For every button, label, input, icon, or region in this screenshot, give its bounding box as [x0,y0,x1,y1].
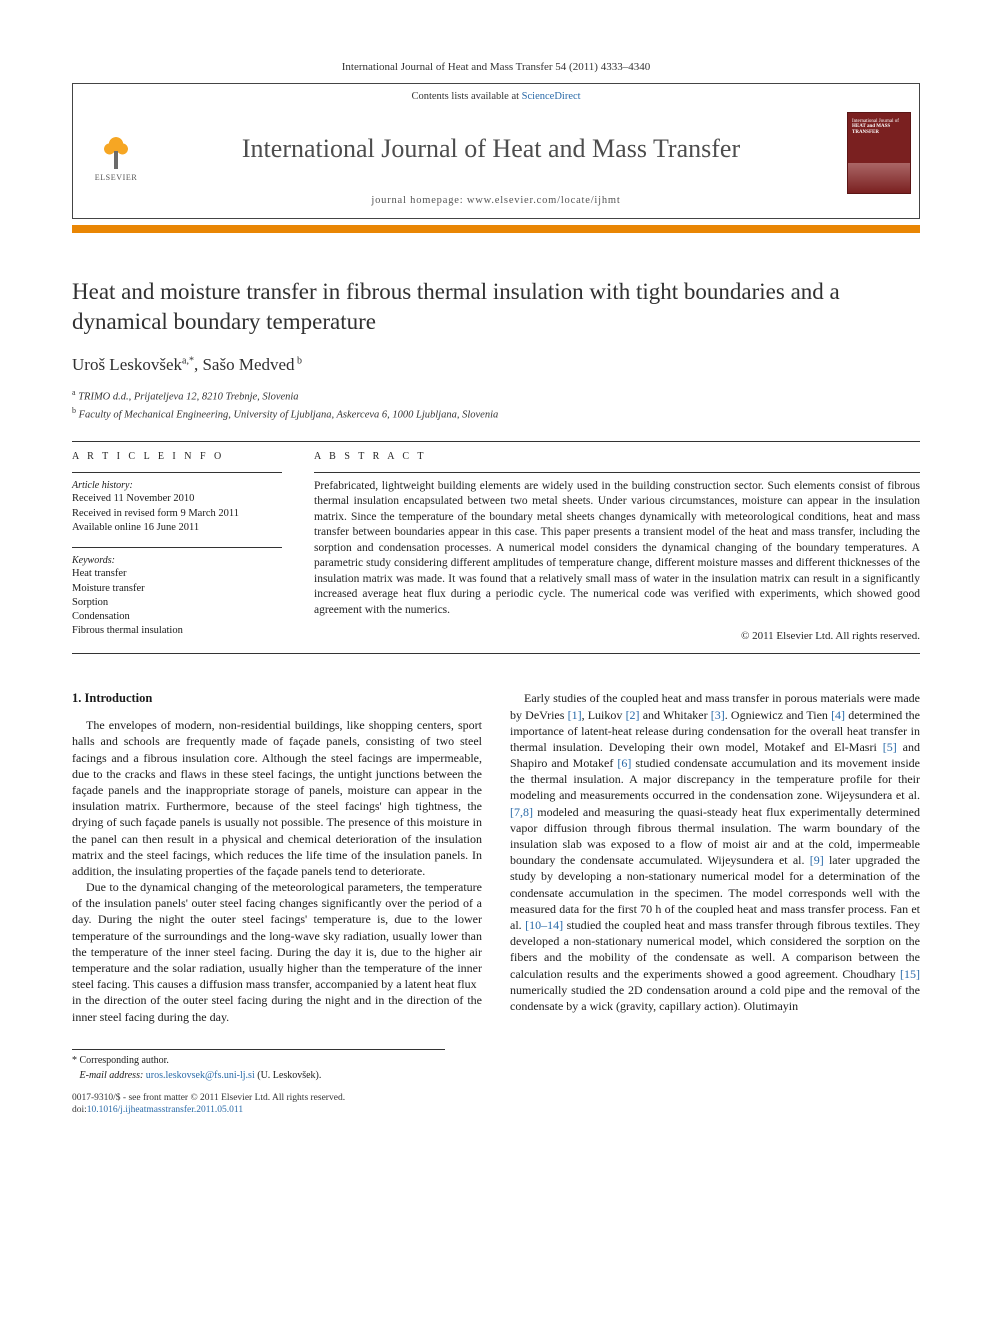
cover-caption-top: International Journal of [852,119,899,124]
journal-homepage-line: journal homepage: www.elsevier.com/locat… [73,190,919,218]
ref-link-6[interactable]: [6] [617,756,631,770]
doi-link[interactable]: 10.1016/j.ijheatmasstransfer.2011.05.011 [87,1105,243,1115]
history-revised: Received in revised form 9 March 2011 [72,507,282,521]
contents-list-line: Contents lists available at ScienceDirec… [73,84,919,108]
article-info-right: A B S T R A C T Prefabricated, lightweig… [314,450,920,643]
affiliation-b: b Faculty of Mechanical Engineering, Uni… [72,405,920,423]
author-2-sup-text: b [297,355,302,366]
corr-symbol: * [72,1055,77,1066]
section-1-heading: 1. Introduction [72,690,482,707]
journal-header: Contents lists available at ScienceDirec… [72,83,920,219]
journal-title: International Journal of Heat and Mass T… [147,131,835,166]
p4d: . Ogniewicz and Tien [725,708,831,722]
email-note: E-mail address: uros.leskovsek@fs.uni-lj… [72,1069,445,1082]
article-info-block: A R T I C L E I N F O Article history: R… [72,450,920,643]
corr-label: Corresponding author. [80,1055,169,1066]
author-2[interactable]: Sašo Medved [202,355,294,374]
article-body: 1. Introduction The envelopes of modern,… [72,690,920,1024]
elsevier-brand-text: ELSEVIER [95,173,138,184]
author-list: Uroš Leskovšeka,*, Sašo Medved b [72,354,920,377]
elsevier-logo: ELSEVIER [85,114,147,184]
article-info-left: A R T I C L E I N F O Article history: R… [72,450,282,643]
keyword-5: Fibrous thermal insulation [72,624,282,638]
cover-caption-main: HEAT and MASS TRANSFER [852,124,890,135]
affiliations: a TRIMO d.d., Prijateljeva 12, 8210 Treb… [72,387,920,423]
affil-b-text: Faculty of Mechanical Engineering, Unive… [79,410,499,421]
legal-footer: 0017-9310/$ - see front matter © 2011 El… [72,1092,920,1117]
keyword-4: Condensation [72,610,282,624]
homepage-label: journal homepage: [371,195,466,206]
p4c: and Whitaker [640,708,711,722]
keyword-1: Heat transfer [72,567,282,581]
ref-link-5[interactable]: [5] [883,740,897,754]
keyword-3: Sorption [72,596,282,610]
history-online: Available online 16 June 2011 [72,521,282,535]
article-title: Heat and moisture transfer in fibrous th… [72,277,920,336]
intro-para-3-lead: in the direction of the outer steel faci… [72,992,482,1024]
affiliation-a: a TRIMO d.d., Prijateljeva 12, 8210 Treb… [72,387,920,405]
ref-link-10-14[interactable]: [10–14] [525,918,563,932]
abstract-heading: A B S T R A C T [314,450,920,464]
front-matter-line: 0017-9310/$ - see front matter © 2011 El… [72,1092,920,1104]
doi-label: doi: [72,1105,87,1115]
history-heading: Article history: [72,479,282,493]
homepage-url[interactable]: www.elsevier.com/locate/ijhmt [467,195,621,206]
history-received: Received 11 November 2010 [72,492,282,506]
intro-para-4: Early studies of the coupled heat and ma… [510,690,920,1014]
p4b: , Luikov [582,708,626,722]
email-label: E-mail address: [80,1070,144,1081]
running-head: International Journal of Heat and Mass T… [72,60,920,75]
footnotes: * Corresponding author. E-mail address: … [72,1049,445,1082]
ref-link-2[interactable]: [2] [626,708,640,722]
affil-a-text: TRIMO d.d., Prijateljeva 12, 8210 Trebnj… [78,392,298,403]
intro-para-2: Due to the dynamical changing of the met… [72,879,482,992]
email-paren: (U. Leskovšek). [257,1070,321,1081]
doi-line: doi:10.1016/j.ijheatmasstransfer.2011.05… [72,1104,920,1116]
info-rule-bottom [72,653,920,654]
author-1-affil-sup: a,* [182,355,194,366]
orange-divider [72,225,920,233]
ref-link-9[interactable]: [9] [810,853,824,867]
abstract-text: Prefabricated, lightweight building elem… [314,479,920,619]
elsevier-tree-icon [93,125,139,171]
sciencedirect-link[interactable]: ScienceDirect [522,91,581,102]
affil-a-sup: a [72,388,76,397]
keyword-2: Moisture transfer [72,582,282,596]
author-1[interactable]: Uroš Leskovšek [72,355,182,374]
ref-link-7-8[interactable]: [7,8] [510,805,533,819]
ref-link-4[interactable]: [4] [831,708,845,722]
keywords-heading: Keywords: [72,554,282,568]
affil-b-sup: b [72,406,76,415]
p4j: studied the coupled heat and mass transf… [510,918,920,981]
abstract-copyright: © 2011 Elsevier Ltd. All rights reserved… [314,629,920,644]
journal-cover-thumb: International Journal ofHEAT and MASS TR… [847,112,911,194]
ref-link-1[interactable]: [1] [568,708,582,722]
ref-link-3[interactable]: [3] [711,708,725,722]
corresponding-author-note: * Corresponding author. [72,1054,445,1067]
p4k: numerically studied the 2D condensation … [510,983,920,1013]
corr-email-link[interactable]: uros.leskovsek@fs.uni-lj.si [146,1070,255,1081]
article-info-heading: A R T I C L E I N F O [72,450,282,464]
contents-prefix: Contents lists available at [411,91,521,102]
info-rule-top [72,441,920,442]
intro-para-1: The envelopes of modern, non-residential… [72,717,482,879]
ref-link-15[interactable]: [15] [900,967,920,981]
